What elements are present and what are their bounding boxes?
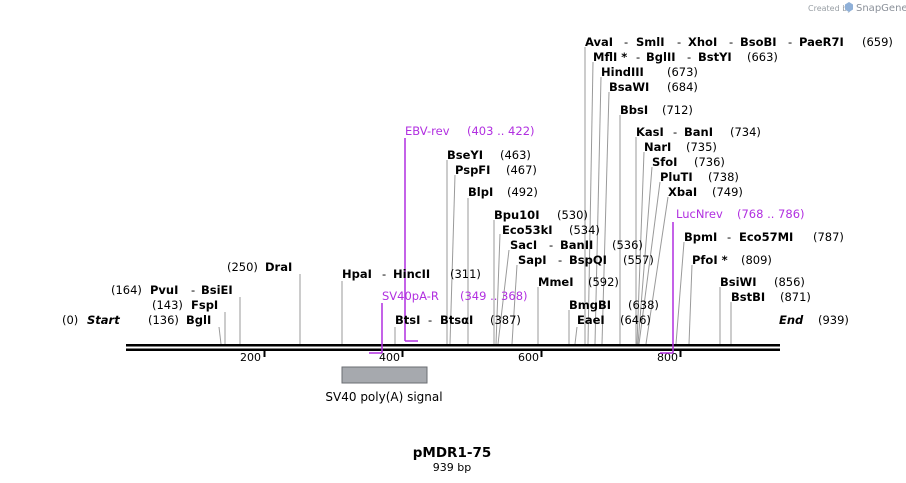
site-mmei[interactable]: MmeI (592) [538,275,619,289]
site-line-pspfi [449,174,456,345]
end-pos: (939) [818,313,849,327]
snapgene-logo-icon [845,2,853,12]
site-bgli[interactable]: (136) BglI [148,313,211,327]
site-sfoi[interactable]: SfoI (736) [652,155,725,169]
site-line-bsawi [601,91,610,345]
primer-lucnrev[interactable]: LucNrev (768 .. 786) [676,207,805,221]
site-drai[interactable]: (250) DraI [227,260,292,274]
site-line-eco53ki [495,233,501,345]
site-bbsi[interactable]: BbsI (712) [620,103,693,117]
site-bsawi[interactable]: BsaWI (684) [609,80,698,94]
site-bstbi[interactable]: BstBI (871) [731,290,811,304]
snapgene-brand: SnapGene [856,3,906,14]
site-line-mfli [587,61,594,345]
site-bseyi[interactable]: BseYI (463) [447,148,531,162]
site-bpmi[interactable]: BpmI - Eco57MI (787) [684,230,844,244]
primer-sv40pa-r[interactable]: SV40pA-R (349 .. 368) [382,289,528,303]
tick-label-600: 600 [518,351,539,364]
site-line-saci [497,249,510,345]
site-bsiwi[interactable]: BsiWI (856) [720,275,805,289]
site-pspfi[interactable]: PspFI (467) [455,163,537,177]
site-line-sfoi [637,166,653,345]
site-line-sapi [511,264,518,345]
start-pos: (0) [62,313,78,327]
created-by-text: Created by [808,4,852,13]
site-bpu10i[interactable]: Bpu10I (530) [494,208,588,222]
site-line-pluti [638,181,661,345]
sv40-polya-feature[interactable] [341,366,428,384]
site-avai[interactable]: AvaI - SmlI - XhoI - BsoBI - PaeR7I (659… [585,35,893,49]
sv40-polya-label: SV40 poly(A) signal [325,390,442,404]
start-label: Start [87,313,120,327]
site-pluti[interactable]: PluTI (738) [660,170,739,184]
map-title: pMDR1-75 [413,445,491,461]
tick-label-800: 800 [657,351,678,364]
site-lines [218,47,732,345]
site-hpai[interactable]: HpaI - HincII (311) [342,267,481,281]
site-hindiii[interactable]: HindIII (673) [601,65,698,79]
site-line-bpmi [675,241,685,345]
site-line-bgli [218,326,222,345]
tick-label-400: 400 [379,351,400,364]
site-eco53ki[interactable]: Eco53kI (534) [502,223,600,237]
site-line-eaei [574,326,578,345]
site-pvui[interactable]: (164) PvuI - BsiEI [111,283,233,297]
site-fspi[interactable]: (143) FspI [152,298,218,312]
site-line-hindiii [594,76,602,345]
site-line-nari [636,151,645,345]
primer-ebv-rev[interactable]: EBV-rev (403 .. 422) [405,124,535,138]
end-label: End [779,313,804,327]
site-sapi[interactable]: SapI - BspQI (557) [518,253,654,267]
tick-label-200: 200 [240,351,261,364]
site-mfli[interactable]: MflI * - BglII - BstYI (663) [593,50,778,64]
site-xbai[interactable]: XbaI (749) [668,185,743,199]
site-blpi[interactable]: BlpI (492) [468,185,538,199]
site-kasi[interactable]: KasI - BanI (734) [636,125,761,139]
site-btsi[interactable]: BtsI - BtsαI (387) [395,313,521,327]
dna-backbone [126,344,780,351]
site-pfoi[interactable]: PfoI * (809) [692,253,772,267]
ruler: 200 400 600 800 [240,351,682,364]
site-eaei[interactable]: EaeI (646) [577,313,651,327]
site-line-xbai [645,196,669,345]
site-saci[interactable]: SacI - BanII (536) [510,238,643,252]
site-bmgbi[interactable]: BmgBI (638) [569,298,659,312]
map-length: 939 bp [433,461,471,474]
site-line-pfoi [688,264,693,345]
site-nari[interactable]: NarI (735) [644,140,717,154]
primer-marks [369,138,674,354]
